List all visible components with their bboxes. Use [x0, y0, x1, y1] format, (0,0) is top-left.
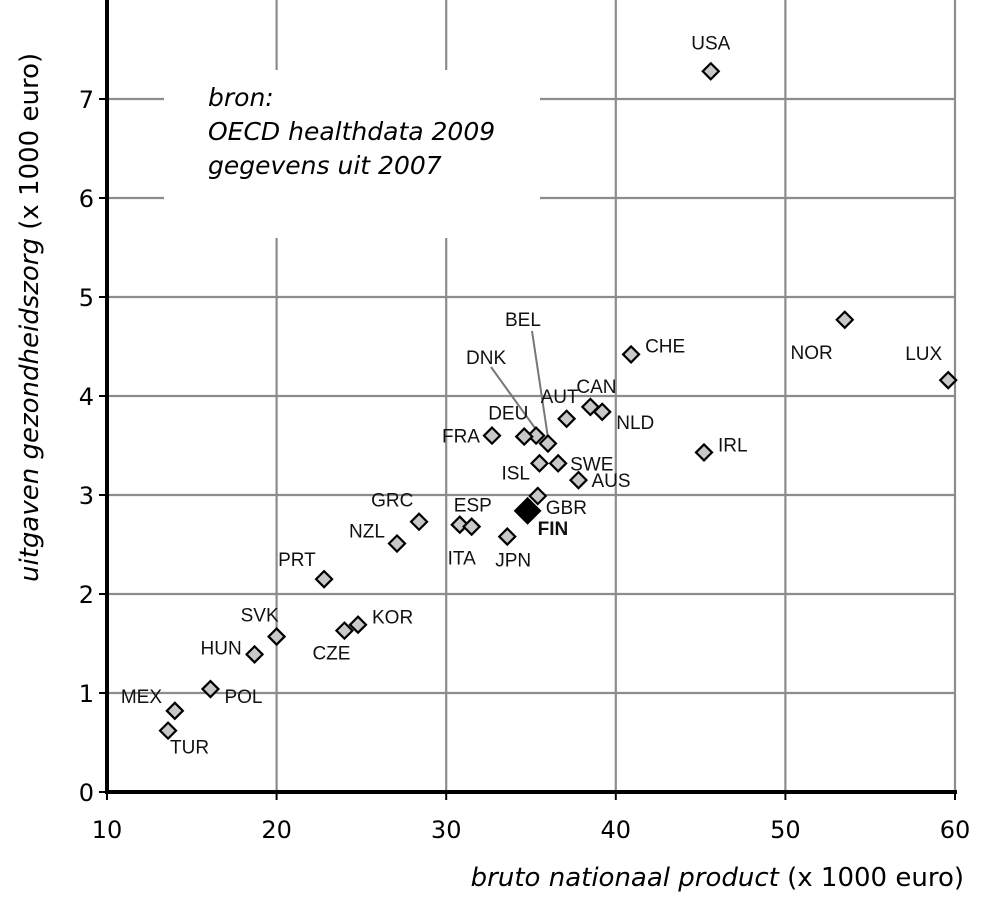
label-kor: KOR: [372, 608, 413, 629]
point-dnk: [526, 426, 546, 446]
label-nzl: NZL: [349, 522, 385, 543]
label-gbr: GBR: [546, 498, 587, 519]
y-tick-label: 1: [79, 680, 94, 708]
point-isl: [529, 453, 550, 473]
point-fin: [513, 496, 542, 525]
label-lux: LUX: [905, 344, 942, 365]
x-axis-title-unit: (x 1000 euro): [787, 863, 964, 893]
x-tick-label: 50: [770, 816, 801, 844]
label-mex: MEX: [121, 687, 163, 708]
point-lux: [938, 370, 958, 390]
point-fra: [482, 426, 502, 446]
point-esp: [450, 515, 470, 535]
y-axis-title-unit: (x 1000 euro): [15, 53, 45, 230]
label-grc: GRC: [371, 491, 413, 512]
label-fin: FIN: [538, 519, 569, 540]
y-tick-labels: 0 1 2 3 4 5 6 7: [79, 86, 94, 807]
data-points: [158, 61, 958, 741]
point-nld: [592, 402, 612, 422]
x-axis-title-space: [779, 863, 787, 893]
y-tick-label: 3: [79, 482, 94, 510]
leader-dnk: [490, 366, 537, 431]
label-usa: USA: [691, 33, 730, 54]
y-tick-label: 6: [79, 185, 94, 213]
point-pol: [200, 679, 221, 699]
label-aut: AUT: [541, 387, 579, 408]
x-tick-label: 60: [940, 816, 971, 844]
y-tick-label: 5: [79, 284, 94, 312]
label-tur: TUR: [170, 738, 209, 759]
y-axis-title-space: [15, 230, 45, 238]
label-jpn: JPN: [495, 551, 531, 572]
label-irl: IRL: [718, 435, 748, 456]
point-deu: [514, 427, 534, 447]
x-tick-label: 30: [431, 816, 462, 844]
label-pol: POL: [224, 687, 262, 708]
note-line-1: bron:: [208, 83, 274, 112]
point-hun: [244, 644, 265, 664]
x-tick-label: 20: [261, 816, 292, 844]
label-ita: ITA: [448, 549, 476, 570]
note-line-3: gegevens uit 2007: [208, 151, 442, 180]
point-kor: [348, 615, 368, 635]
leader-bel: [531, 330, 549, 438]
point-nzl: [387, 533, 407, 554]
point-mex: [165, 701, 185, 721]
point-nor: [835, 310, 855, 330]
point-gbr: [528, 486, 548, 506]
point-prt: [314, 569, 334, 589]
point-cze: [334, 621, 354, 641]
point-che: [621, 344, 641, 364]
label-dnk: DNK: [466, 348, 506, 369]
leader-lines: [490, 330, 549, 438]
label-can: CAN: [576, 377, 616, 398]
point-bel: [538, 433, 558, 454]
y-tick-label: 4: [79, 383, 94, 411]
note-line-2: OECD healthdata 2009: [208, 117, 495, 146]
y-tick-label: 2: [79, 581, 94, 609]
y-axis-title: uitgaven gezondheidszorg (x 1000 euro): [15, 53, 45, 582]
x-tick-label: 10: [92, 816, 123, 844]
point-aut: [557, 409, 577, 429]
axes: [99, 0, 957, 800]
y-tick-label: 0: [79, 779, 94, 807]
y-axis-title-main: uitgaven gezondheidszorg: [15, 238, 45, 582]
label-fra: FRA: [442, 427, 480, 448]
label-bel: BEL: [505, 310, 541, 331]
y-tick-label: 7: [79, 86, 94, 114]
label-aus: AUS: [591, 471, 630, 492]
label-prt: PRT: [278, 550, 316, 571]
label-nld: NLD: [616, 413, 654, 434]
label-hun: HUN: [201, 638, 242, 659]
label-esp: ESP: [454, 496, 492, 517]
point-tur: [158, 721, 178, 741]
point-ita: [462, 517, 482, 537]
point-aus: [568, 470, 589, 490]
label-isl: ISL: [501, 463, 530, 484]
point-jpn: [497, 527, 517, 547]
point-swe: [548, 453, 568, 473]
x-tick-labels: 10 20 30 40 50 60: [92, 816, 971, 844]
label-che: CHE: [645, 336, 685, 357]
label-deu: DEU: [488, 404, 528, 425]
point-irl: [694, 442, 714, 462]
point-grc: [409, 512, 429, 532]
point-usa: [701, 61, 721, 81]
label-cze: CZE: [312, 644, 350, 665]
label-nor: NOR: [791, 343, 833, 364]
x-axis-title: bruto nationaal product (x 1000 euro): [471, 863, 964, 893]
label-svk: SVK: [241, 606, 279, 627]
point-svk: [267, 627, 287, 647]
label-swe: SWE: [570, 454, 613, 475]
x-axis-title-main: bruto nationaal product: [471, 863, 780, 893]
x-tick-label: 40: [601, 816, 632, 844]
note-background: [164, 70, 540, 238]
